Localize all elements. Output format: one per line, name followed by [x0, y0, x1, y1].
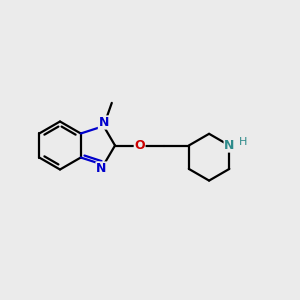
Text: O: O [134, 139, 145, 152]
Text: N: N [224, 139, 235, 152]
Text: N: N [98, 116, 109, 129]
Text: N: N [96, 162, 106, 175]
Text: H: H [239, 136, 247, 147]
